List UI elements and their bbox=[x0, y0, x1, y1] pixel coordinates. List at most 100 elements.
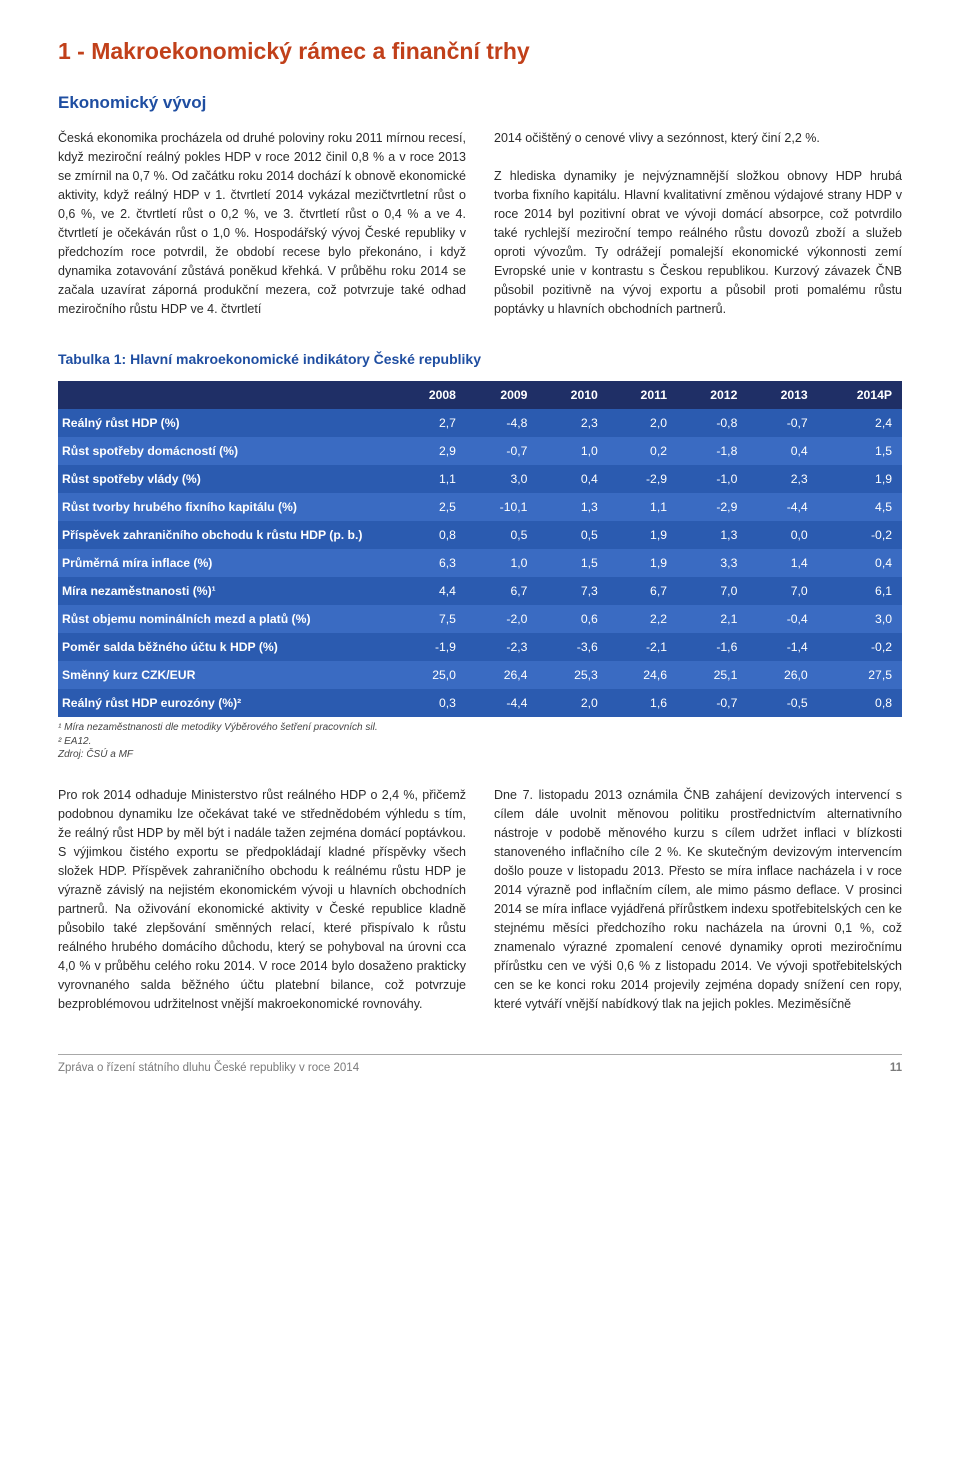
row-value: -1,9 bbox=[396, 633, 466, 661]
row-value: -2,9 bbox=[608, 465, 677, 493]
row-value: 2,3 bbox=[537, 409, 607, 437]
row-value: 6,7 bbox=[466, 577, 537, 605]
row-value: 27,5 bbox=[818, 661, 902, 689]
row-value: 1,3 bbox=[677, 521, 747, 549]
row-value: 3,0 bbox=[466, 465, 537, 493]
row-value: 0,3 bbox=[396, 689, 466, 717]
row-value: 25,0 bbox=[396, 661, 466, 689]
table-row: Poměr salda běžného účtu k HDP (%)-1,9 -2… bbox=[58, 633, 902, 661]
table-col-header: 2011 bbox=[608, 381, 677, 409]
table-row: Průměrná míra inflace (%)6,31,01,51,93,3… bbox=[58, 549, 902, 577]
row-value: -4,4 bbox=[747, 493, 817, 521]
row-value: 2,9 bbox=[396, 437, 466, 465]
row-value: -0,2 bbox=[818, 633, 902, 661]
table-row: Reálný růst HDP (%)2,7-4,82,32,0-0,8-0,7… bbox=[58, 409, 902, 437]
row-value: 0,4 bbox=[537, 465, 607, 493]
table-row: Růst spotřeby domácností (%)2,9-0,71,00,… bbox=[58, 437, 902, 465]
row-value: 0,5 bbox=[466, 521, 537, 549]
table-row: Růst spotřeby vlády (%)1,13,00,4-2,9-1,0… bbox=[58, 465, 902, 493]
row-value: 1,0 bbox=[537, 437, 607, 465]
row-value: 0,8 bbox=[818, 689, 902, 717]
table-title: Tabulka 1: Hlavní makroekonomické indiká… bbox=[58, 351, 902, 367]
table-row: Růst objemu nominálních mezd a platů (%)… bbox=[58, 605, 902, 633]
row-value: 1,6 bbox=[608, 689, 677, 717]
page-footer: Zpráva o řízení státního dluhu České rep… bbox=[58, 1054, 902, 1074]
row-value: 6,7 bbox=[608, 577, 677, 605]
row-value: -0,7 bbox=[466, 437, 537, 465]
row-value: 2,4 bbox=[818, 409, 902, 437]
row-value: 25,3 bbox=[537, 661, 607, 689]
row-label: Růst objemu nominálních mezd a platů (%) bbox=[58, 605, 396, 633]
row-value: 2,0 bbox=[537, 689, 607, 717]
row-label: Reálný růst HDP eurozóny (%)² bbox=[58, 689, 396, 717]
footer-doc-title: Zpráva o řízení státního dluhu České rep… bbox=[58, 1062, 359, 1074]
row-value: 2,3 bbox=[747, 465, 817, 493]
footnote-source: Zdroj: ČSÚ a MF bbox=[58, 748, 902, 762]
row-value: -0,2 bbox=[818, 521, 902, 549]
row-value: 7,0 bbox=[677, 577, 747, 605]
row-label: Růst spotřeby domácností (%) bbox=[58, 437, 396, 465]
row-value: 4,4 bbox=[396, 577, 466, 605]
macro-indicators-table: 2008200920102011201220132014P Reálný růs… bbox=[58, 381, 902, 717]
row-value: -0,4 bbox=[747, 605, 817, 633]
row-value: 2,1 bbox=[677, 605, 747, 633]
footnote-1: ¹ Míra nezaměstnanosti dle metodiky Výbě… bbox=[58, 721, 902, 735]
bottom-columns: Pro rok 2014 odhaduje Ministerstvo růst … bbox=[58, 786, 902, 1014]
row-value: 1,1 bbox=[396, 465, 466, 493]
table-col-header: 2009 bbox=[466, 381, 537, 409]
row-value: 1,0 bbox=[466, 549, 537, 577]
table-row: Růst tvorby hrubého fixního kapitálu (%)… bbox=[58, 493, 902, 521]
table-footnotes: ¹ Míra nezaměstnanosti dle metodiky Výbě… bbox=[58, 721, 902, 762]
row-value: -0,5 bbox=[747, 689, 817, 717]
row-value: 0,5 bbox=[537, 521, 607, 549]
row-value: 0,4 bbox=[818, 549, 902, 577]
table-row: Reálný růst HDP eurozóny (%)²0,3-4,42,01… bbox=[58, 689, 902, 717]
row-label: Reálný růst HDP (%) bbox=[58, 409, 396, 437]
row-value: 3,3 bbox=[677, 549, 747, 577]
row-value: -2,1 bbox=[608, 633, 677, 661]
row-label: Poměr salda běžného účtu k HDP (%) bbox=[58, 633, 396, 661]
row-value: 24,6 bbox=[608, 661, 677, 689]
row-value: 7,0 bbox=[747, 577, 817, 605]
row-label: Růst spotřeby vlády (%) bbox=[58, 465, 396, 493]
row-value: -1,8 bbox=[677, 437, 747, 465]
row-label: Růst tvorby hrubého fixního kapitálu (%) bbox=[58, 493, 396, 521]
row-value: -0,7 bbox=[747, 409, 817, 437]
row-value: 0,6 bbox=[537, 605, 607, 633]
row-label: Příspěvek zahraničního obchodu k růstu H… bbox=[58, 521, 396, 549]
table-col-header: 2008 bbox=[396, 381, 466, 409]
row-value: 4,5 bbox=[818, 493, 902, 521]
row-value: 1,9 bbox=[818, 465, 902, 493]
row-label: Směnný kurz CZK/EUR bbox=[58, 661, 396, 689]
row-value: 1,3 bbox=[537, 493, 607, 521]
para-top-right: 2014 očištěný o cenové vlivy a sezónnost… bbox=[494, 129, 902, 319]
footnote-2: ² EA12. bbox=[58, 735, 902, 749]
top-columns: Česká ekonomika procházela od druhé polo… bbox=[58, 129, 902, 319]
table-col-header: 2014P bbox=[818, 381, 902, 409]
row-value: 1,1 bbox=[608, 493, 677, 521]
row-value: 0,0 bbox=[747, 521, 817, 549]
table-col-header bbox=[58, 381, 396, 409]
section-heading: Ekonomický vývoj bbox=[58, 93, 902, 113]
table-col-header: 2013 bbox=[747, 381, 817, 409]
table-col-header: 2012 bbox=[677, 381, 747, 409]
table-row: Míra nezaměstnanosti (%)¹4,46,77,36,77,0… bbox=[58, 577, 902, 605]
table-row: Směnný kurz CZK/EUR25,026,425,324,625,1 2… bbox=[58, 661, 902, 689]
row-value: -3,6 bbox=[537, 633, 607, 661]
para-top-left: Česká ekonomika procházela od druhé polo… bbox=[58, 129, 466, 319]
row-value: 1,5 bbox=[818, 437, 902, 465]
para-bottom-right: Dne 7. listopadu 2013 oznámila ČNB zaháj… bbox=[494, 786, 902, 1014]
page-title: 1 - Makroekonomický rámec a finanční trh… bbox=[58, 38, 902, 65]
row-value: 25,1 bbox=[677, 661, 747, 689]
row-value: 26,4 bbox=[466, 661, 537, 689]
footer-page-number: 11 bbox=[890, 1062, 902, 1074]
table-row: Příspěvek zahraničního obchodu k růstu H… bbox=[58, 521, 902, 549]
row-value: 0,8 bbox=[396, 521, 466, 549]
row-value: 2,5 bbox=[396, 493, 466, 521]
row-value: 6,1 bbox=[818, 577, 902, 605]
row-value: 2,0 bbox=[608, 409, 677, 437]
row-value: 3,0 bbox=[818, 605, 902, 633]
row-value: -1,6 bbox=[677, 633, 747, 661]
row-value: -0,7 bbox=[677, 689, 747, 717]
row-value: -2,0 bbox=[466, 605, 537, 633]
